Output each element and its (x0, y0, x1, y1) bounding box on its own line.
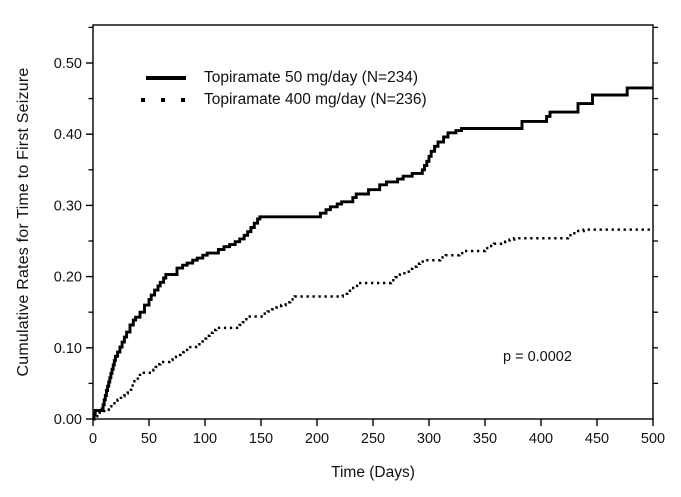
svg-text:0.40: 0.40 (54, 127, 82, 143)
x-axis-title: Time (Days) (331, 464, 415, 481)
svg-text:350: 350 (473, 431, 497, 447)
legend-dotted-line-sample (141, 98, 187, 102)
curve-topiramate-50mg (92, 86, 653, 421)
right-axis-ticks (653, 26, 658, 385)
svg-text:0: 0 (89, 431, 97, 447)
svg-text:400: 400 (529, 431, 553, 447)
svg-text:500: 500 (641, 431, 665, 447)
svg-text:250: 250 (361, 431, 385, 447)
x-axis-tick-labels: 0 50 100 150 200 250 300 350 400 450 500 (89, 431, 665, 447)
legend-solid-line-sample (146, 76, 186, 80)
curve-topiramate-400mg (93, 228, 653, 421)
legend-label-50mg: Topiramate 50 mg/day (N=234) (204, 69, 419, 86)
p-value-annotation: p = 0.0002 (503, 349, 572, 365)
x-axis-ticks (92, 419, 654, 426)
svg-text:200: 200 (305, 431, 329, 447)
y-axis-title: Cumulative Rates for Time to First Seizu… (15, 67, 32, 377)
svg-text:0.50: 0.50 (54, 56, 82, 72)
svg-text:0.00: 0.00 (54, 412, 82, 428)
svg-text:0.10: 0.10 (54, 341, 82, 357)
svg-text:0.20: 0.20 (54, 270, 82, 286)
svg-text:0.30: 0.30 (54, 198, 82, 214)
legend-label-400mg: Topiramate 400 mg/day (N=236) (204, 91, 427, 108)
svg-text:450: 450 (585, 431, 609, 447)
svg-text:150: 150 (249, 431, 273, 447)
y-axis-tick-labels: 0.00 0.10 0.20 0.30 0.40 0.50 (54, 56, 82, 428)
y-axis-ticks (86, 26, 93, 420)
svg-text:100: 100 (193, 431, 217, 447)
svg-text:50: 50 (141, 431, 157, 447)
svg-text:300: 300 (417, 431, 441, 447)
